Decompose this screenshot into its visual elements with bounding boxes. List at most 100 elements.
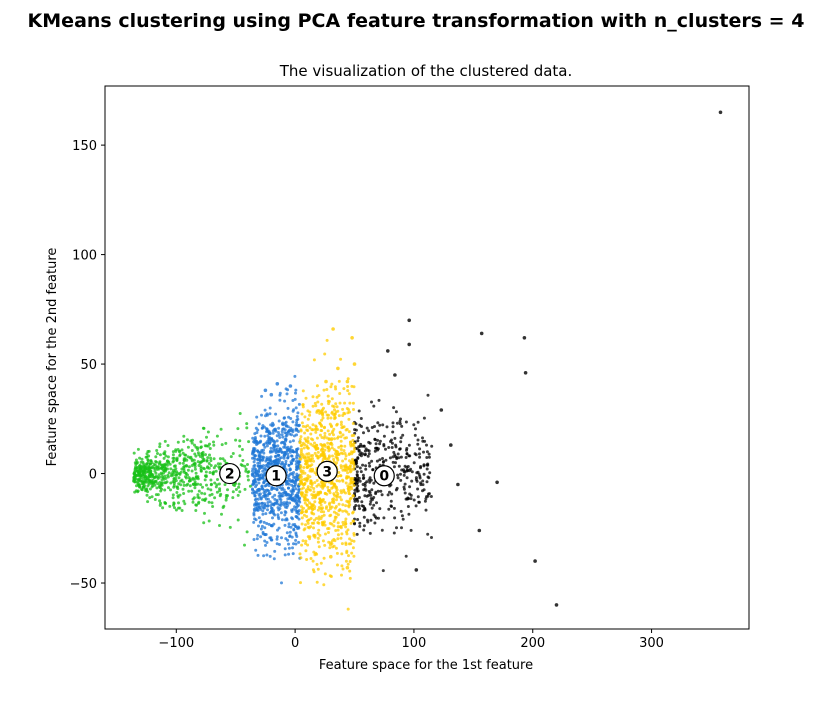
data-point (245, 426, 249, 430)
data-point (342, 387, 346, 391)
data-point (245, 422, 249, 426)
data-point (328, 505, 332, 509)
data-point (380, 528, 384, 532)
data-point (268, 437, 272, 441)
data-point (293, 499, 297, 503)
data-point (174, 479, 178, 483)
data-point (175, 459, 179, 462)
data-point (261, 509, 265, 513)
data-point (276, 444, 280, 448)
data-point (315, 552, 319, 556)
data-point (290, 510, 294, 513)
data-point (196, 448, 200, 451)
data-point (343, 436, 347, 440)
data-point (358, 524, 362, 528)
data-point (400, 526, 403, 530)
data-point (414, 427, 417, 431)
data-point (363, 494, 367, 498)
data-point (332, 544, 336, 548)
data-point (284, 505, 287, 509)
data-point (314, 430, 318, 434)
y-tick-label: 50 (80, 358, 97, 373)
data-point (262, 520, 266, 524)
data-point (301, 469, 305, 473)
data-point (146, 459, 150, 462)
data-point (332, 524, 336, 528)
data-point (144, 475, 148, 479)
data-point (216, 478, 219, 481)
data-point (394, 445, 398, 449)
data-point (286, 406, 290, 410)
data-point (178, 449, 182, 453)
data-point (277, 426, 281, 430)
data-point (273, 493, 277, 497)
data-point (295, 450, 298, 454)
data-point (367, 429, 371, 433)
data-point (256, 457, 260, 461)
data-point (256, 497, 260, 501)
data-point (421, 479, 425, 483)
data-point (325, 338, 329, 342)
data-point (182, 483, 186, 487)
data-point (426, 393, 430, 397)
data-point (396, 473, 400, 477)
data-point (298, 482, 302, 486)
data-point (260, 501, 264, 505)
data-point (294, 525, 298, 529)
data-point (298, 457, 302, 461)
data-point (360, 500, 364, 504)
data-point (421, 436, 424, 440)
data-point (426, 492, 430, 496)
data-point (303, 443, 307, 447)
data-point (382, 516, 386, 520)
data-point (381, 457, 384, 460)
data-point (149, 459, 153, 463)
data-point (265, 430, 268, 434)
data-point (141, 471, 145, 475)
cluster-center-marker (219, 462, 241, 485)
data-point (303, 496, 307, 500)
data-point (240, 448, 244, 451)
data-point (304, 477, 307, 481)
data-point (412, 423, 416, 427)
data-point (332, 501, 336, 505)
data-point (268, 412, 272, 416)
data-point (356, 518, 360, 521)
data-point (329, 541, 333, 545)
data-point (231, 483, 235, 487)
data-point (219, 427, 223, 431)
data-point (193, 467, 197, 471)
data-point (310, 485, 313, 489)
data-point (302, 446, 306, 450)
data-point (259, 497, 263, 501)
data-point (266, 488, 270, 492)
data-point (252, 460, 256, 464)
data-point (261, 464, 265, 468)
data-point (344, 525, 348, 529)
data-point (167, 486, 170, 490)
data-point (392, 531, 396, 535)
data-point (341, 520, 345, 524)
data-point (291, 420, 295, 424)
data-point (172, 503, 175, 507)
data-point (213, 496, 217, 500)
data-point (339, 526, 343, 530)
data-point (340, 542, 344, 546)
data-point (252, 538, 256, 541)
data-point (287, 474, 291, 478)
data-point (407, 512, 411, 516)
data-point (392, 406, 396, 410)
data-point (322, 388, 326, 392)
data-point (257, 470, 261, 474)
data-point (397, 464, 401, 468)
data-point (154, 493, 158, 497)
data-point (283, 547, 287, 551)
data-point (158, 445, 162, 449)
data-point (261, 477, 265, 480)
data-point (283, 513, 287, 517)
data-point (292, 471, 296, 474)
data-point (419, 481, 423, 485)
data-point (402, 487, 406, 491)
data-point (194, 471, 198, 475)
